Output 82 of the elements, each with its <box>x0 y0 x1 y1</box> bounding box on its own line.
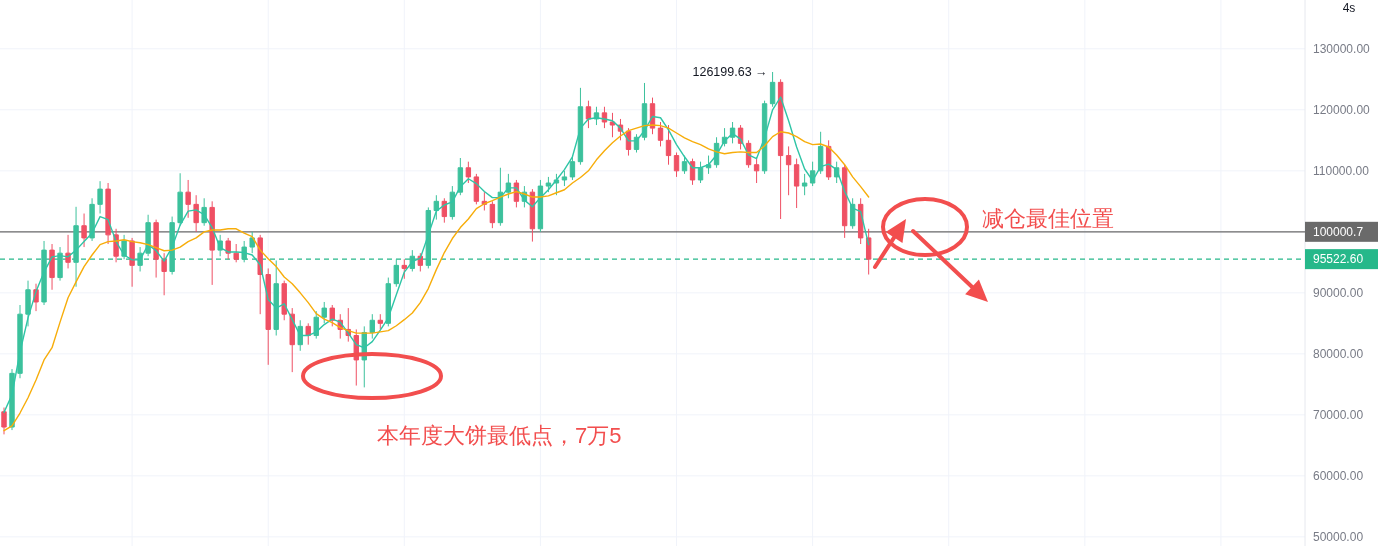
candlestick <box>209 200 215 286</box>
candlestick <box>585 100 592 129</box>
candlestick <box>65 234 71 269</box>
candlestick <box>233 243 239 263</box>
candlestick <box>145 214 151 257</box>
candlestick <box>793 158 800 209</box>
candlestick <box>473 173 480 205</box>
candlestick <box>193 194 199 233</box>
candlestick <box>641 82 648 141</box>
candlestick <box>393 258 400 288</box>
ref-line-label: 95522.60 <box>1313 252 1364 267</box>
candlestick <box>497 167 504 227</box>
candlestick <box>105 182 111 245</box>
candlestick <box>817 131 824 175</box>
candlestick <box>81 213 87 248</box>
candlestick <box>161 252 167 296</box>
candlestick <box>385 277 391 327</box>
candlestick <box>449 185 456 221</box>
candlestick <box>25 280 31 327</box>
candlestick <box>441 197 448 224</box>
candlestick <box>777 78 784 220</box>
candlestick <box>265 267 271 366</box>
y-tick-label: 50000.00 <box>1313 529 1364 544</box>
candlestick <box>377 313 383 330</box>
candlestick <box>169 216 175 276</box>
candlestick <box>801 173 808 196</box>
candlestick <box>705 155 712 175</box>
candlestick <box>457 157 464 196</box>
candlestick <box>753 158 760 184</box>
candlestick <box>57 246 63 282</box>
candlestick <box>297 319 303 352</box>
candlestick <box>561 170 568 187</box>
candlestick <box>185 179 191 219</box>
candlestick <box>177 172 183 227</box>
candlestick <box>97 180 103 215</box>
ref-line-label: 100000.7 <box>1313 224 1364 239</box>
y-tick-label: 90000.00 <box>1313 285 1364 300</box>
candlestick <box>425 206 432 269</box>
candlestick <box>657 121 664 147</box>
candlestick <box>697 161 704 184</box>
candlestick <box>545 176 552 193</box>
candlestick <box>769 71 776 108</box>
candlestick <box>153 219 159 279</box>
candlestick <box>41 240 47 306</box>
y-tick-label: 70000.00 <box>1313 407 1364 422</box>
candlestick <box>489 200 496 229</box>
y-tick-label: 110000.00 <box>1313 163 1370 178</box>
candlestick <box>281 280 287 321</box>
candlestick <box>1 407 7 435</box>
candlestick <box>289 307 295 373</box>
y-tick-label: 120000.00 <box>1313 102 1371 117</box>
candlestick <box>665 124 672 166</box>
candlestick <box>49 243 55 291</box>
candlestick <box>689 158 696 186</box>
candlestick <box>577 87 584 166</box>
candlestick <box>865 228 872 276</box>
candlestick <box>849 197 856 230</box>
candlestick <box>433 194 440 221</box>
candlestick <box>73 206 79 288</box>
candlestick <box>329 304 335 327</box>
y-tick-label: 130000.00 <box>1313 41 1371 56</box>
candlestick <box>273 259 279 337</box>
candlestick <box>241 240 247 263</box>
candlestick <box>465 161 472 184</box>
candlestick <box>673 152 680 178</box>
candlestick <box>401 258 408 280</box>
annotation: 126199.63 → <box>692 64 768 79</box>
candlestick <box>609 112 616 138</box>
annotation: 本年度大饼最低点，7万5 <box>377 422 622 448</box>
candlestick <box>857 197 864 245</box>
y-tick-label: 80000.00 <box>1313 346 1364 361</box>
candlestick <box>785 145 792 196</box>
candlestick <box>321 301 327 324</box>
y-tick-label: 60000.00 <box>1313 468 1364 483</box>
candlestick <box>249 231 255 254</box>
candlestick <box>313 310 319 340</box>
candlestick <box>89 197 95 242</box>
candlestick <box>369 313 375 340</box>
annotation: 减仓最佳位置 <box>982 205 1114 231</box>
candlestick <box>681 155 688 175</box>
text: 4s <box>1342 1 1356 15</box>
candlestick <box>569 155 576 181</box>
